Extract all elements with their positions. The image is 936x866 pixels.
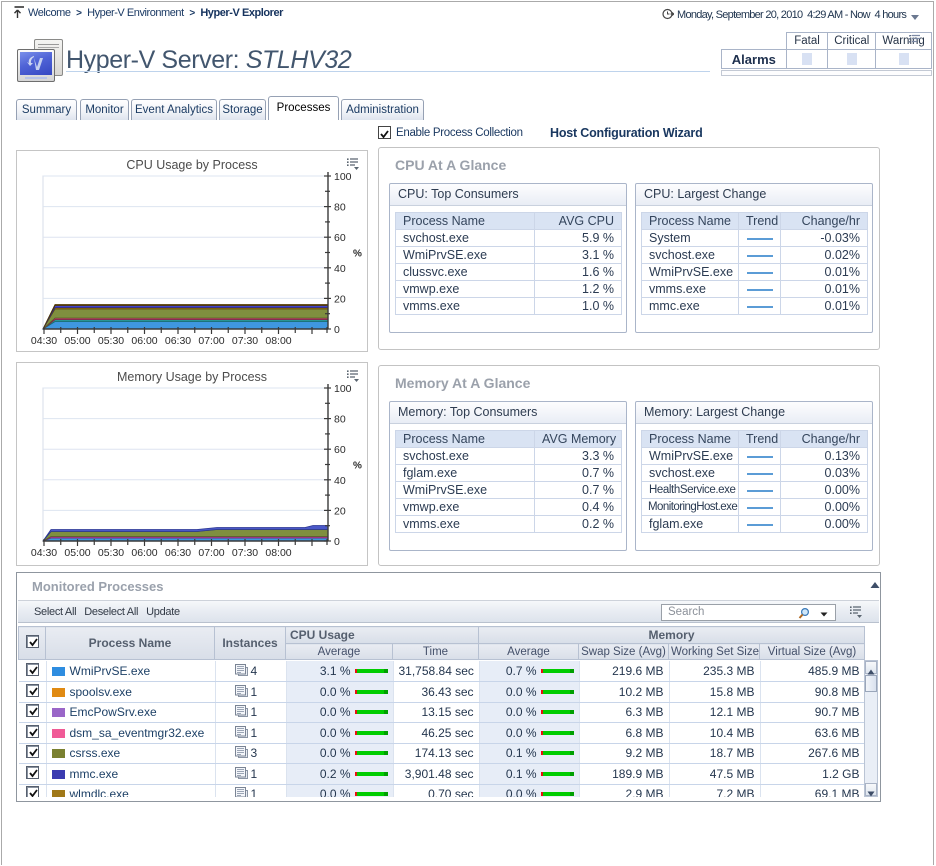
svg-text:04:30: 04:30 — [31, 547, 57, 559]
svg-text:60: 60 — [334, 444, 346, 456]
svg-text:0: 0 — [334, 324, 340, 336]
svg-text:%: % — [353, 461, 362, 472]
svg-text:40: 40 — [334, 263, 346, 275]
svg-text:08:00: 08:00 — [265, 547, 291, 559]
svg-text:08:00: 08:00 — [265, 335, 291, 347]
svg-text:60: 60 — [334, 232, 346, 244]
svg-text:20: 20 — [334, 293, 346, 305]
svg-text:05:00: 05:00 — [64, 547, 90, 559]
svg-text:06:00: 06:00 — [131, 547, 157, 559]
svg-text:20: 20 — [334, 505, 346, 517]
svg-text:05:30: 05:30 — [98, 335, 124, 347]
svg-text:07:00: 07:00 — [198, 547, 224, 559]
svg-text:0: 0 — [334, 536, 340, 548]
svg-text:07:30: 07:30 — [232, 335, 258, 347]
svg-text:06:30: 06:30 — [165, 547, 191, 559]
svg-text:80: 80 — [334, 414, 346, 426]
svg-text:%: % — [353, 249, 362, 260]
svg-text:06:30: 06:30 — [165, 335, 191, 347]
svg-text:06:00: 06:00 — [131, 335, 157, 347]
svg-text:05:30: 05:30 — [98, 547, 124, 559]
svg-text:07:30: 07:30 — [232, 547, 258, 559]
svg-text:05:00: 05:00 — [64, 335, 90, 347]
svg-text:100: 100 — [334, 171, 352, 183]
svg-text:80: 80 — [334, 202, 346, 214]
svg-text:100: 100 — [334, 383, 352, 395]
svg-text:07:00: 07:00 — [198, 335, 224, 347]
svg-text:04:30: 04:30 — [31, 335, 57, 347]
svg-text:40: 40 — [334, 475, 346, 487]
